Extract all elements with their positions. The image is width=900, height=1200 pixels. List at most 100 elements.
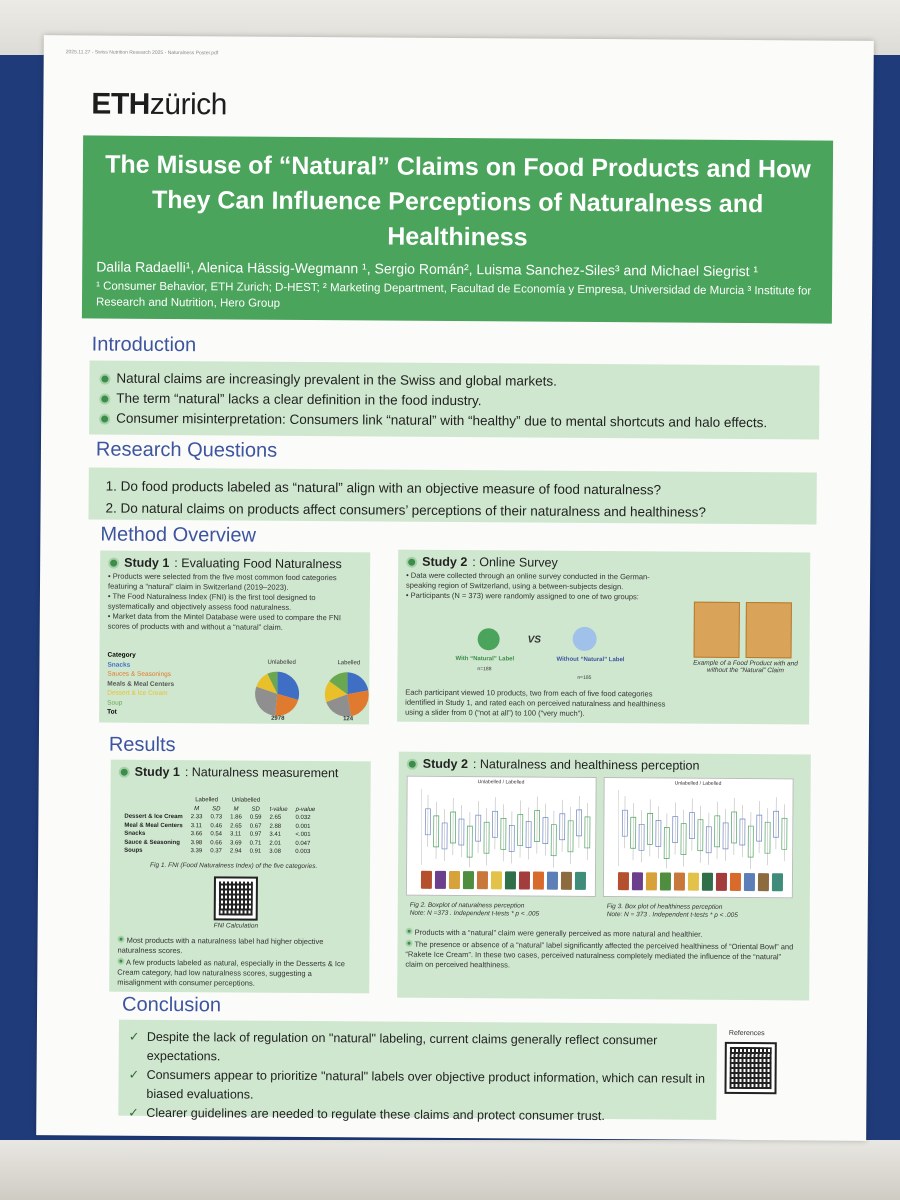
pie-slice-snacks bbox=[347, 672, 369, 695]
authors: Dalila Radaelli¹, Alenica Hässig-Wegmann… bbox=[96, 258, 759, 280]
title-banner: The Misuse of “Natural” Claims on Food P… bbox=[81, 135, 834, 324]
product-package-without-claim bbox=[745, 602, 792, 659]
finding-text: Most products with a naturalness label h… bbox=[117, 935, 324, 956]
table-group-labelled: Labelled bbox=[195, 797, 218, 804]
boxplot-box bbox=[756, 814, 763, 842]
legend-labelled: Labelled bbox=[702, 780, 722, 787]
leaf-bullet-icon bbox=[405, 939, 413, 947]
product-thumbnail bbox=[729, 872, 742, 892]
product-thumbnail bbox=[448, 870, 461, 890]
col-m: M bbox=[194, 805, 200, 812]
boxplot-box bbox=[647, 812, 653, 845]
pie-slice-soup bbox=[329, 672, 348, 695]
product-thumbnail bbox=[771, 873, 784, 892]
boxplot-box bbox=[500, 817, 507, 850]
unlabelled-pie-chart bbox=[255, 671, 300, 716]
boxplot-box bbox=[424, 808, 431, 836]
leaf-bullet-icon bbox=[406, 758, 418, 770]
legend-unlabelled: Unlabelled bbox=[477, 779, 502, 786]
table-cell: 2.65 bbox=[230, 823, 242, 830]
leaf-bullet-icon bbox=[99, 393, 111, 405]
category-header: Category bbox=[107, 651, 136, 659]
fni-table: Labelled Unlabelled M SD M SD t-value p-… bbox=[120, 796, 319, 857]
study2-finding: Products with a “natural” claim were gen… bbox=[405, 927, 801, 941]
table-cell: 3.66 bbox=[190, 831, 203, 838]
boxplot-box bbox=[475, 814, 482, 842]
category-total: Tot bbox=[107, 708, 117, 716]
product-thumbnail bbox=[434, 870, 447, 889]
table-cell: 3.39 bbox=[190, 848, 203, 855]
table-cell: 0.91 bbox=[249, 848, 262, 855]
table-cell: 0.37 bbox=[210, 848, 222, 855]
table-cell: 0.73 bbox=[210, 814, 223, 821]
table-cell: 0.003 bbox=[295, 849, 311, 856]
study2-results-title-text: : Naturalness and healthiness perception bbox=[472, 757, 700, 773]
boxplot-box bbox=[714, 815, 721, 848]
boxplot-box bbox=[441, 822, 448, 850]
table-cell: 1.86 bbox=[230, 814, 242, 821]
pie-slice-sauces bbox=[347, 690, 369, 717]
boxplot-box bbox=[680, 823, 687, 855]
category-meals: Meals & Meal Centers bbox=[107, 680, 175, 688]
method-bullet: Participants (N = 373) were randomly ass… bbox=[406, 591, 660, 603]
leaf-bullet-icon bbox=[99, 413, 111, 425]
finding-text: A few products labeled as natural, espec… bbox=[117, 957, 345, 988]
study2-finding: The presence or absence of a “natural” l… bbox=[405, 939, 800, 973]
naturalness-boxplot-panel: Unlabelled / Labelled bbox=[405, 775, 597, 897]
boxplot-box bbox=[567, 820, 574, 853]
boxplot-box bbox=[739, 818, 746, 846]
legend-labelled: Labelled bbox=[505, 779, 525, 786]
boxplot-legend: Unlabelled / Labelled bbox=[477, 779, 525, 786]
pie-slice-snacks bbox=[277, 671, 300, 700]
conclusion-item: Despite the lack of regulation on "natur… bbox=[129, 1028, 707, 1070]
product-thumbnail bbox=[462, 871, 475, 890]
leaf-bullet-icon bbox=[117, 957, 125, 965]
table-row: Soups 3.39 0.37 2.94 0.91 3.08 0.003 bbox=[120, 847, 319, 857]
category-soup: Soup bbox=[107, 699, 123, 707]
study1-title-text: : Evaluating Food Naturalness bbox=[174, 556, 342, 572]
labelled-label: Labelled bbox=[337, 660, 361, 667]
labelled-pie-chart bbox=[324, 672, 369, 717]
table-cell: 0.59 bbox=[249, 814, 262, 821]
no-natural-label-icon bbox=[572, 626, 597, 651]
introduction-box: Natural claims are increasingly prevalen… bbox=[89, 360, 820, 440]
unlabelled-label: Unlabelled bbox=[267, 659, 296, 666]
poster-title: The Misuse of “Natural” Claims on Food P… bbox=[105, 150, 811, 252]
col-t-value: t-value bbox=[269, 806, 288, 813]
study2-results-title: Study 2: Naturalness and healthiness per… bbox=[399, 752, 811, 776]
method-bullet: The Food Naturalness Index (FNI) is the … bbox=[108, 592, 362, 614]
group-without-n: n=185 bbox=[577, 674, 592, 681]
method-bullet: Market data from the Mintel Database wer… bbox=[108, 612, 362, 634]
leaf-bullet-icon bbox=[405, 927, 413, 935]
healthiness-boxplot bbox=[618, 790, 788, 870]
logo-bold: ETH bbox=[91, 87, 150, 121]
boxplot-box bbox=[764, 821, 771, 854]
table-cell: 0.97 bbox=[249, 831, 262, 838]
table-cell: 2.88 bbox=[269, 823, 282, 830]
method-bullet: Data were collected through an online su… bbox=[406, 571, 660, 593]
intro-text: The term “natural” lacks a clear definit… bbox=[116, 390, 482, 409]
study1-label: Study 1 bbox=[124, 555, 170, 571]
boxplot-box bbox=[705, 826, 712, 854]
col-sd: SD bbox=[212, 806, 221, 813]
product-thumbnail bbox=[420, 870, 433, 889]
table-cell: 0.67 bbox=[249, 823, 262, 830]
heading-research-questions: Research Questions bbox=[95, 438, 278, 462]
pie-slice-dessert bbox=[324, 681, 348, 703]
boxplot-box bbox=[722, 822, 729, 850]
study2-final-bullet: Each participant viewed 10 products, two… bbox=[405, 687, 666, 718]
eth-logo: ETHzürich bbox=[91, 87, 227, 122]
study2-method-title: Study 2: Online Survey bbox=[398, 550, 810, 574]
boxplot-box bbox=[433, 815, 440, 848]
category-snacks: Snacks bbox=[107, 661, 131, 669]
floor bbox=[0, 1140, 900, 1200]
healthiness-boxplot-panel: Unlabelled / Labelled bbox=[602, 777, 794, 899]
intro-item: Consumer misinterpretation: Consumers li… bbox=[99, 409, 809, 434]
study1-finding: A few products labeled as natural, espec… bbox=[117, 957, 357, 990]
pie-slice-meals bbox=[326, 694, 352, 717]
versus-label: VS bbox=[527, 634, 542, 646]
boxplot-box bbox=[466, 825, 473, 858]
product-thumbnail bbox=[617, 872, 630, 891]
method-bullet: Products were selected from the five mos… bbox=[108, 572, 362, 594]
product-thumbnail bbox=[687, 872, 700, 891]
